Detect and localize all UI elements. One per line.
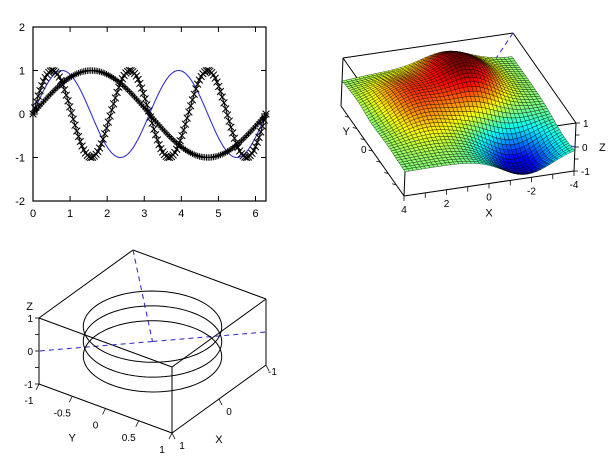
svg-text:-1: -1: [581, 167, 590, 178]
svg-text:2: 2: [19, 22, 25, 34]
svg-text:0.5: 0.5: [122, 433, 136, 444]
svg-text:1: 1: [179, 441, 185, 452]
svg-text:1: 1: [583, 119, 589, 130]
svg-text:0: 0: [361, 145, 367, 156]
svg-text:-1: -1: [25, 396, 34, 407]
svg-text:-1: -1: [15, 153, 25, 165]
svg-text:0: 0: [93, 421, 99, 432]
svg-text:1: 1: [159, 445, 165, 456]
svg-text:-2: -2: [527, 186, 536, 197]
svg-text:Y: Y: [343, 126, 351, 138]
svg-text:1: 1: [67, 208, 73, 220]
svg-text:-1: -1: [24, 380, 33, 391]
svg-text:1: 1: [19, 66, 25, 78]
svg-text:2: 2: [104, 208, 110, 220]
svg-text:4: 4: [401, 205, 407, 216]
svg-text:-1: -1: [268, 367, 277, 378]
svg-text:-0.5: -0.5: [54, 408, 72, 419]
svg-text:3: 3: [141, 208, 147, 220]
svg-text:0: 0: [582, 143, 588, 154]
svg-text:0: 0: [27, 347, 33, 358]
svg-text:5: 5: [215, 208, 221, 220]
svg-text:0: 0: [19, 109, 25, 121]
svg-text:Y: Y: [69, 433, 77, 445]
svg-text:0: 0: [30, 208, 36, 220]
svg-text:1: 1: [27, 314, 33, 325]
svg-text:-2: -2: [15, 196, 25, 208]
svg-text:Z: Z: [26, 301, 33, 313]
svg-text:X: X: [215, 434, 223, 446]
svg-text:Z: Z: [599, 142, 606, 154]
svg-text:6: 6: [252, 208, 258, 220]
svg-text:4: 4: [178, 208, 184, 220]
svg-text:0: 0: [486, 193, 492, 204]
svg-text:-4: -4: [570, 180, 579, 191]
svg-text:2: 2: [444, 199, 450, 210]
svg-text:0: 0: [226, 407, 232, 418]
svg-text:X: X: [485, 208, 493, 220]
